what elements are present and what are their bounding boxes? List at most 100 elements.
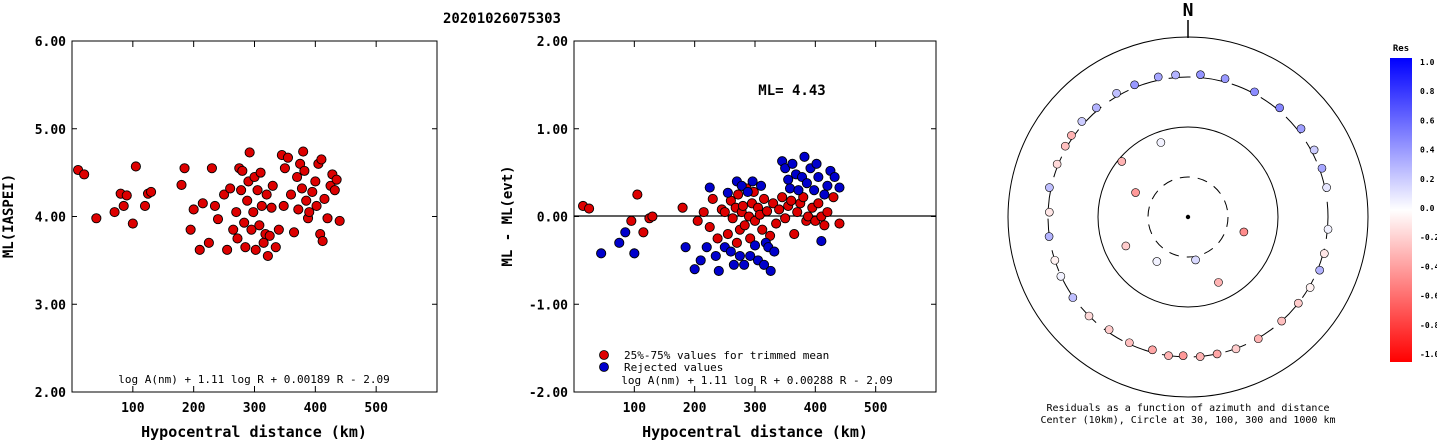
data-point [777, 192, 788, 203]
data-point [273, 224, 284, 235]
colorbar-tick-label: 0.0 [1420, 204, 1435, 213]
data-point [813, 198, 824, 209]
colorbar-tick-label: -0.6 [1420, 292, 1437, 301]
data-point [822, 207, 833, 218]
data-point [232, 233, 243, 244]
station-point [1296, 124, 1306, 133]
station-point [1112, 88, 1121, 98]
station-point [1195, 352, 1205, 361]
data-point [316, 154, 327, 165]
y-tick-label: 0.00 [537, 211, 568, 226]
data-point [139, 200, 151, 212]
station-point [1125, 338, 1134, 348]
rejected-point [813, 171, 824, 183]
data-point [704, 221, 715, 233]
station-point [1178, 351, 1188, 360]
data-point [185, 224, 196, 235]
data-point [626, 215, 637, 226]
data-point [632, 189, 643, 200]
station-point [1309, 145, 1319, 155]
station-point [1294, 298, 1303, 308]
x-tick-label: 400 [804, 401, 828, 416]
data-point [266, 202, 277, 213]
rejected-point [620, 227, 631, 238]
data-point [299, 165, 310, 176]
rejected-point [759, 259, 770, 270]
legend-marker-trimmed [599, 350, 609, 360]
figure-title: 20201026075303 [443, 11, 561, 27]
data-point [209, 200, 221, 212]
rejected-point [783, 174, 794, 185]
colorbar-ticks: 1.0 0.8 0.6 0.4 0.2 0.0 -0.2 -0.4 -0.6 -0.8 -1.0 [1420, 58, 1437, 359]
station-point [1045, 207, 1054, 217]
data-point [261, 189, 272, 200]
y-tick-label: -2.00 [529, 386, 568, 401]
station-point [1231, 344, 1241, 354]
data-point [301, 195, 312, 206]
data-point [121, 190, 132, 201]
data-point [792, 207, 803, 218]
y-axis-label: ML(IASPEI) [1, 174, 17, 258]
rejected-point [780, 163, 791, 174]
data-point [780, 213, 791, 224]
rejected-point [704, 182, 715, 193]
data-point [310, 176, 321, 187]
data-point [698, 207, 709, 218]
data-point [240, 242, 251, 253]
rejected-point [765, 265, 776, 276]
caption-line-1: Residuals as a function of azimuth and d… [1047, 403, 1330, 414]
station-point [1305, 283, 1315, 292]
caption-line-2: Center (10km), Circle at 30, 100, 300 an… [1040, 415, 1335, 426]
rejected-point [629, 248, 640, 259]
legend-label-trimmed: 25%-75% values for trimmed mean [624, 349, 829, 362]
data-point [194, 244, 205, 255]
colorbar-tick-label: -0.2 [1420, 233, 1437, 242]
y-axis-label: ML - ML(evt) [500, 165, 516, 266]
data-point [188, 204, 199, 215]
data-point [757, 224, 768, 235]
colorbar-tick-label: -1.0 [1420, 350, 1437, 359]
data-point [304, 207, 315, 218]
epicenter-marker [1185, 214, 1191, 220]
x-tick-label: 400 [304, 401, 328, 416]
north-label: N [1183, 0, 1194, 21]
data-points [73, 146, 345, 262]
data-point [737, 200, 748, 212]
station-point [1045, 183, 1054, 192]
data-point [334, 215, 345, 226]
y-tick-label: 2.00 [537, 35, 568, 50]
ring-100km [1097, 126, 1279, 308]
data-point [329, 185, 340, 196]
formula-label: log A(nm) + 1.11 log R + 0.00288 R - 2.0… [621, 374, 893, 387]
station-point [1104, 325, 1114, 334]
data-point [762, 206, 773, 217]
data-point [638, 227, 649, 238]
rejected-point [742, 186, 753, 197]
rejected-point [755, 180, 767, 191]
data-point [331, 174, 342, 185]
ring-1000km [1007, 36, 1369, 398]
station-point [1191, 255, 1200, 265]
y-tick-label: 5.00 [35, 123, 66, 138]
data-point [212, 214, 224, 225]
data-point [311, 200, 322, 212]
y-axis-ticks: -2.00 -1.00 0.00 1.00 2.00 [529, 35, 936, 401]
data-point [252, 185, 263, 196]
data-point [219, 189, 230, 200]
data-point [250, 244, 261, 255]
data-point [803, 211, 814, 222]
data-point [237, 165, 248, 176]
data-point [712, 233, 723, 244]
data-point [225, 183, 236, 194]
station-point [1068, 293, 1078, 302]
data-point [733, 189, 744, 200]
rejected-point [834, 182, 845, 193]
station-point [1148, 345, 1157, 355]
data-point [298, 146, 309, 157]
rejected-point [829, 171, 840, 183]
data-point [279, 163, 290, 174]
colorbar-tick-label: -0.8 [1420, 321, 1437, 330]
data-point [771, 218, 782, 229]
data-points [578, 151, 845, 276]
data-point [109, 207, 120, 218]
